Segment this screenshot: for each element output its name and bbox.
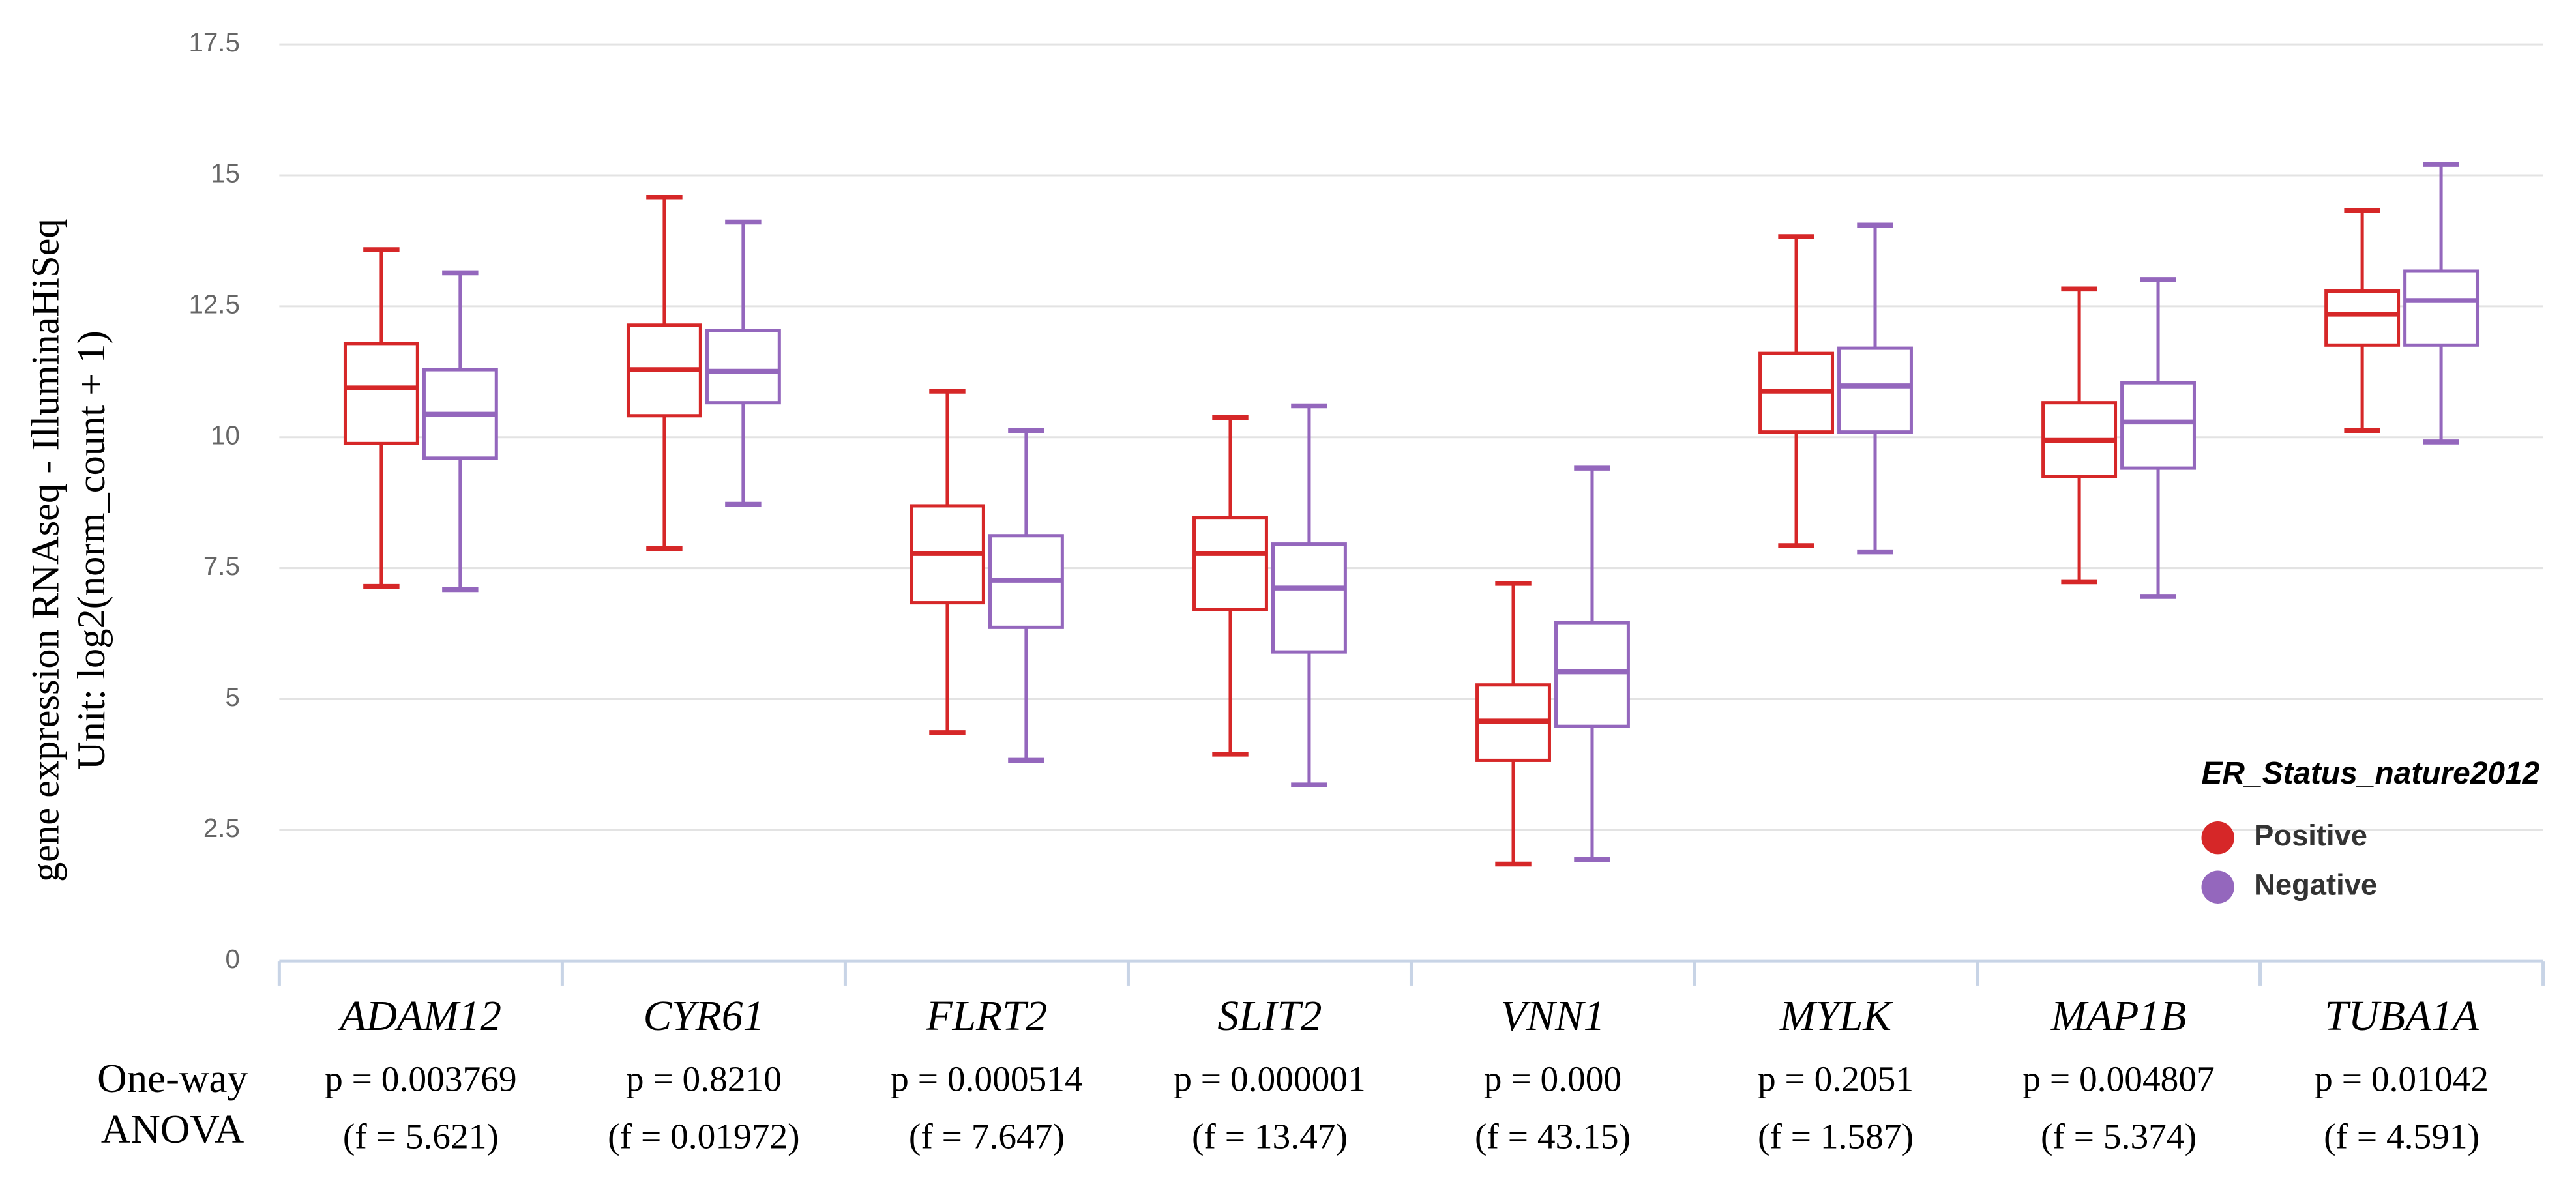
y-tick-label: 15 — [211, 159, 240, 188]
box — [1554, 621, 1630, 728]
box — [1837, 346, 1913, 434]
anova-p: p = 0.004807 — [2022, 1059, 2215, 1098]
x-tick-label: MAP1B — [2050, 993, 2186, 1040]
anova-p: p = 0.01042 — [2315, 1059, 2489, 1098]
anova-f: (f = 7.647) — [909, 1117, 1065, 1156]
anova-f: (f = 5.621) — [343, 1117, 499, 1156]
anova-p: p = 0.8210 — [626, 1059, 782, 1098]
legend-title: ER_Status_nature2012 — [2201, 756, 2539, 791]
y-axis-label: Unit: log2(norm_count + 1) — [70, 331, 113, 770]
box — [343, 342, 419, 445]
legend-label: Negative — [2254, 868, 2377, 902]
anova-p: p = 0.000514 — [891, 1059, 1083, 1098]
legend-marker — [2201, 821, 2234, 855]
y-tick-label: 5 — [225, 683, 239, 712]
legend-marker — [2201, 870, 2234, 904]
anova-p: p = 0.003769 — [325, 1059, 517, 1098]
box — [2403, 269, 2480, 347]
anova-f: (f = 43.15) — [1475, 1117, 1631, 1156]
y-tick-label: 17.5 — [188, 28, 239, 57]
anova-label: ANOVA — [101, 1106, 244, 1152]
anova-p: p = 0.2051 — [1758, 1059, 1914, 1098]
anova-f: (f = 13.47) — [1192, 1117, 1348, 1156]
anova-p: p = 0.000 — [1484, 1059, 1621, 1098]
x-tick-label: FLRT2 — [926, 993, 1048, 1040]
anova-f: (f = 1.587) — [1758, 1117, 1914, 1156]
anova-f: (f = 0.01972) — [608, 1117, 799, 1156]
anova-f: (f = 5.374) — [2041, 1117, 2197, 1156]
box — [2120, 381, 2196, 470]
x-tick-label: VNN1 — [1500, 993, 1605, 1040]
x-tick-label: MYLK — [1779, 993, 1893, 1040]
box — [1192, 516, 1268, 611]
y-axis-label: gene expression RNAseq - IlluminaHiSeq — [23, 218, 67, 882]
x-tick-label: ADAM12 — [338, 993, 501, 1040]
y-tick-label: 0 — [225, 945, 239, 974]
x-tick-label: SLIT2 — [1217, 993, 1322, 1040]
box — [2324, 289, 2401, 347]
anova-label: One-way — [97, 1055, 248, 1101]
y-tick-label: 10 — [211, 420, 240, 450]
y-tick-label: 2.5 — [203, 814, 240, 843]
box — [1271, 542, 1347, 654]
legend-label: Positive — [2254, 819, 2367, 852]
anova-p: p = 0.000001 — [1174, 1059, 1366, 1098]
x-tick-label: TUBA1A — [2324, 993, 2480, 1040]
anova-f: (f = 4.591) — [2324, 1117, 2480, 1156]
x-tick-label: CYR61 — [644, 993, 765, 1040]
box — [705, 329, 781, 405]
y-tick-label: 12.5 — [188, 289, 239, 319]
y-tick-label: 7.5 — [203, 551, 240, 581]
